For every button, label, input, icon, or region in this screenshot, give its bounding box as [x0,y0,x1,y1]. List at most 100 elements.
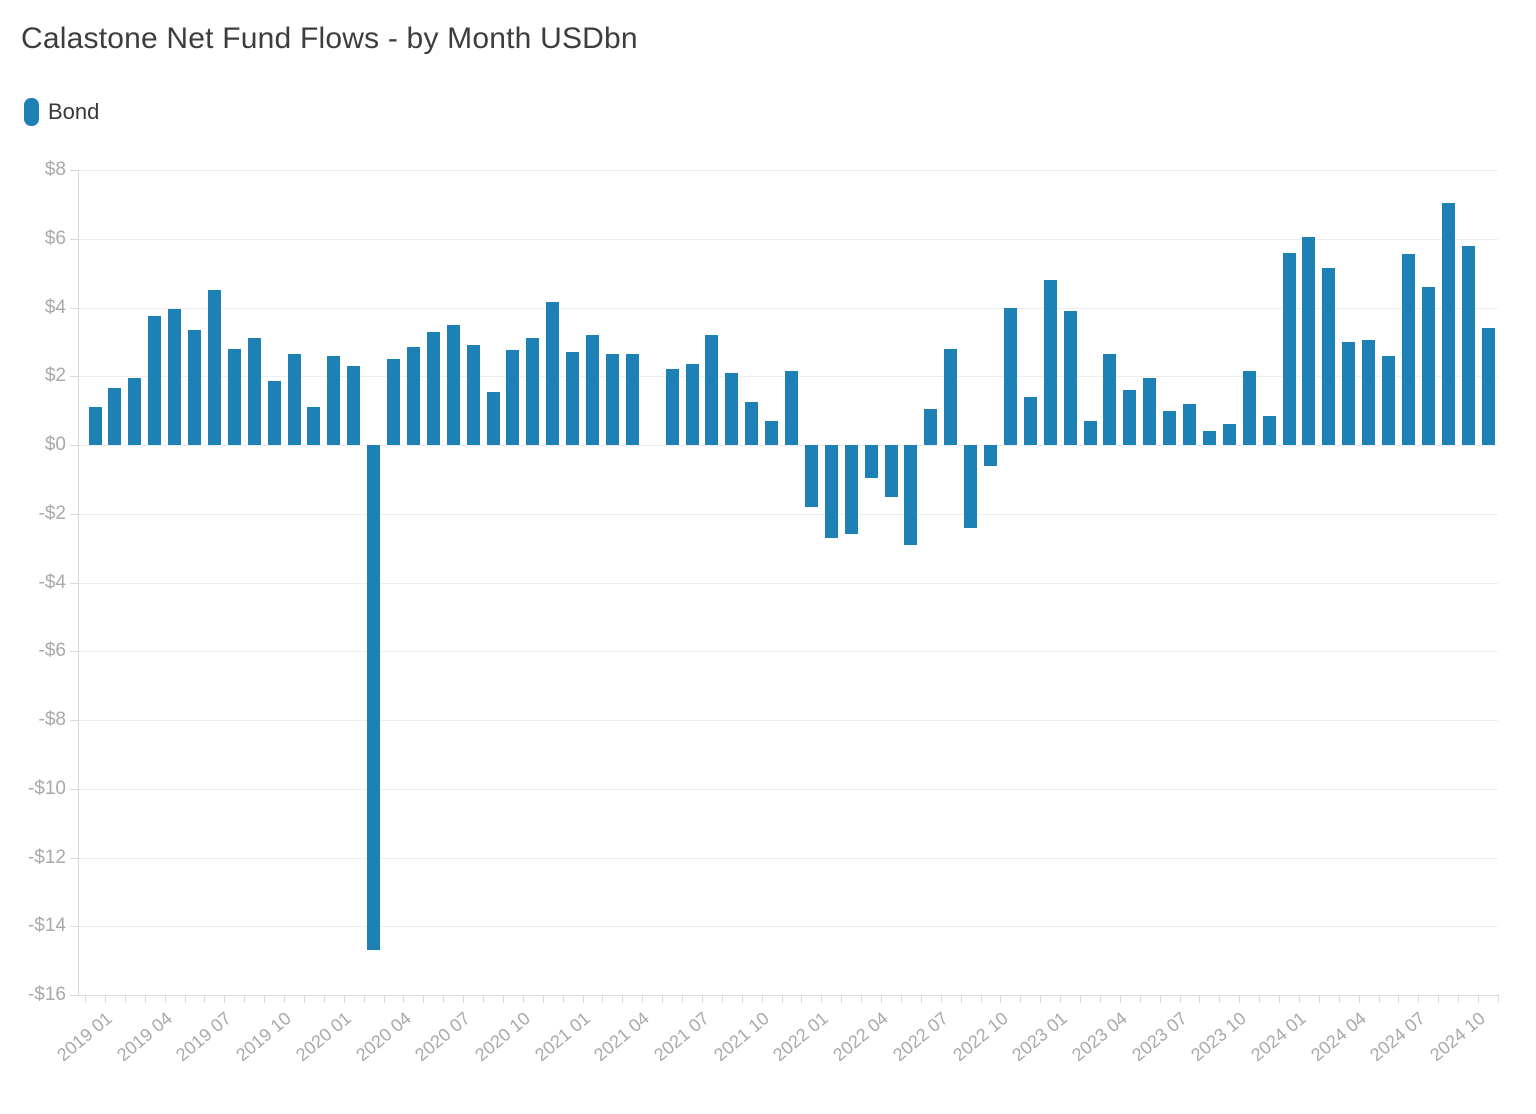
bar-2022-05 [884,445,898,497]
gridline [78,513,1498,515]
x-axis-tick [1458,995,1460,1003]
x-axis-tick [622,995,624,1003]
y-axis-label: $6 [44,227,66,249]
y-axis-label: -$12 [27,846,66,868]
x-axis-tick [1378,995,1380,1003]
bar-2022-09 [964,445,978,528]
bar-2023-11 [1242,371,1256,445]
x-axis-tick [1040,995,1042,1003]
bar-2024-07 [1401,254,1415,445]
x-axis-tick [403,995,405,1003]
bar-2021-01 [566,352,580,445]
x-axis-tick [244,995,246,1003]
x-axis-tick [900,995,902,1003]
bar-2020-02 [347,365,361,445]
bar-2022-04 [864,445,878,478]
y-axis-tick [70,582,78,584]
x-axis-tick [562,995,564,1003]
bar-2023-06 [1143,377,1157,445]
bar-2021-09 [725,372,739,445]
x-axis-tick [1179,995,1181,1003]
x-axis-tick [483,995,485,1003]
gridline [78,857,1498,859]
x-axis-tick [1060,995,1062,1003]
bar-2024-06 [1382,355,1395,445]
bar-2022-03 [844,445,858,535]
x-axis-tick [1259,995,1261,1003]
y-axis-label: -$10 [27,777,66,799]
x-axis-tick [343,995,345,1003]
x-axis-tick [721,995,723,1003]
y-axis-label: $8 [44,159,66,180]
x-axis-tick [881,995,883,1003]
x-axis-tick [1497,995,1499,1003]
y-axis-tick [70,857,78,859]
bar-2023-05 [1123,390,1137,445]
y-axis-label: -$16 [27,984,66,1005]
x-axis-tick [781,995,783,1003]
chart-title: Calastone Net Fund Flows - by Month USDb… [21,22,638,55]
bar-2019-01 [88,407,102,445]
x-axis-tick [1438,995,1440,1003]
gridline [78,788,1498,790]
bar-2020-03 [367,445,381,951]
bar-2023-07 [1163,410,1177,445]
x-axis-tick [124,995,126,1003]
bar-2023-10 [1222,424,1236,445]
bar-2023-08 [1183,403,1196,445]
bar-2021-06 [665,369,679,445]
x-axis-tick [443,995,445,1003]
bar-2019-06 [188,329,201,445]
x-axis-tick [602,995,604,1003]
x-axis-tick [1099,995,1101,1003]
bar-2022-12 [1023,396,1037,445]
y-axis-label: -$14 [27,915,66,937]
x-axis-tick [1199,995,1201,1003]
x-axis-tick [1318,995,1320,1003]
x-axis-tick [1418,995,1420,1003]
bar-2023-04 [1103,353,1117,445]
bar-2022-11 [1003,307,1017,445]
x-axis-tick [144,995,146,1003]
bar-2024-11 [1481,328,1495,445]
x-axis-tick [164,995,166,1003]
bar-2020-01 [327,355,341,445]
bar-2023-12 [1262,415,1276,445]
x-axis-tick [920,995,922,1003]
bar-2022-10 [984,445,997,466]
bar-2019-04 [148,316,162,445]
bar-2023-03 [1083,420,1097,445]
x-axis-tick [383,995,385,1003]
bar-2023-02 [1063,310,1077,445]
legend: Bond [24,98,99,126]
y-axis-tick [70,307,78,309]
bar-2020-11 [526,338,540,445]
x-axis-tick [960,995,962,1003]
bar-2021-10 [745,402,759,445]
gridline [78,582,1498,584]
y-axis-tick [70,513,78,515]
y-axis-label: -$2 [38,502,66,524]
gridline [78,445,1498,446]
x-axis-tick [542,995,544,1003]
y-axis-tick [70,788,78,790]
x-axis-tick [841,995,843,1003]
bar-2021-11 [765,420,779,445]
x-axis-tick [1358,995,1360,1003]
y-axis-tick [70,238,78,240]
bar-2019-03 [128,377,142,445]
bar-2023-09 [1202,431,1216,445]
bar-2020-09 [486,391,500,445]
bar-2021-02 [586,335,599,445]
x-axis-tick [423,995,425,1003]
bar-2019-10 [267,381,281,445]
bar-2022-01 [804,445,818,507]
bar-2020-04 [387,359,400,445]
bar-2019-09 [247,338,261,445]
x-axis-tick [1279,995,1281,1003]
legend-item-bond[interactable]: Bond [24,98,99,126]
x-axis-tick [801,995,803,1003]
bar-2024-04 [1342,341,1356,445]
